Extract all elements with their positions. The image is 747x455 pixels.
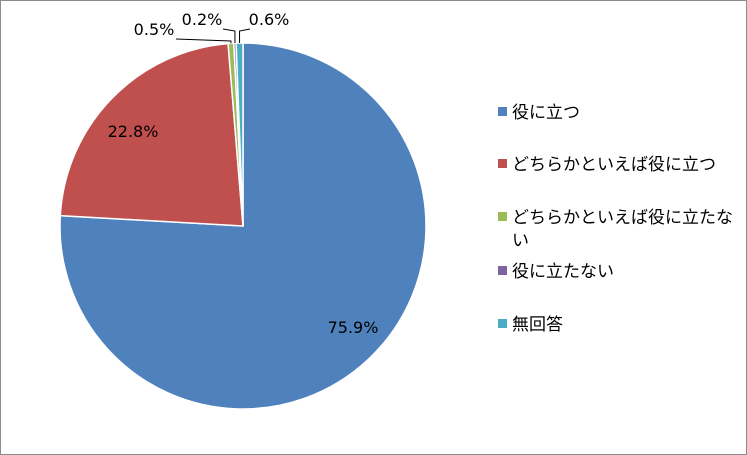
data-label-5: 0.6% (249, 10, 290, 29)
pie-slices (59, 42, 427, 410)
legend-label-4: 役に立たない (512, 262, 614, 282)
legend-label-2: どちらかといえば役に立つ (512, 155, 716, 175)
legend-label-3-line-2: い (512, 231, 529, 251)
pie-slice-2 (59, 42, 244, 227)
data-label-4: 0.2% (182, 10, 223, 29)
pie-slice-1 (59, 42, 427, 410)
data-label-1: 75.9% (328, 318, 379, 337)
legend-swatch-4 (498, 266, 507, 275)
legend-swatch-1 (498, 107, 507, 116)
data-label-3: 0.5% (134, 20, 175, 39)
legend-label-1: 役に立つ (512, 103, 580, 123)
legend-swatch-3 (498, 212, 507, 221)
data-label-2: 22.8% (108, 122, 159, 141)
leader-line-5 (239, 28, 251, 44)
data-labels: 75.9% 22.8% 0.5% 0.2% 0.6% (108, 10, 379, 337)
legend-label-5: 無回答 (512, 315, 563, 335)
legend-label-3: どちらかといえば役に立たな (512, 208, 733, 228)
leader-line-3 (175, 38, 232, 44)
legend-swatch-2 (498, 159, 507, 168)
pie-slice-5 (235, 42, 244, 227)
legend-swatch-5 (498, 319, 507, 328)
leader-line-4 (222, 28, 236, 44)
leader-lines (175, 28, 251, 44)
